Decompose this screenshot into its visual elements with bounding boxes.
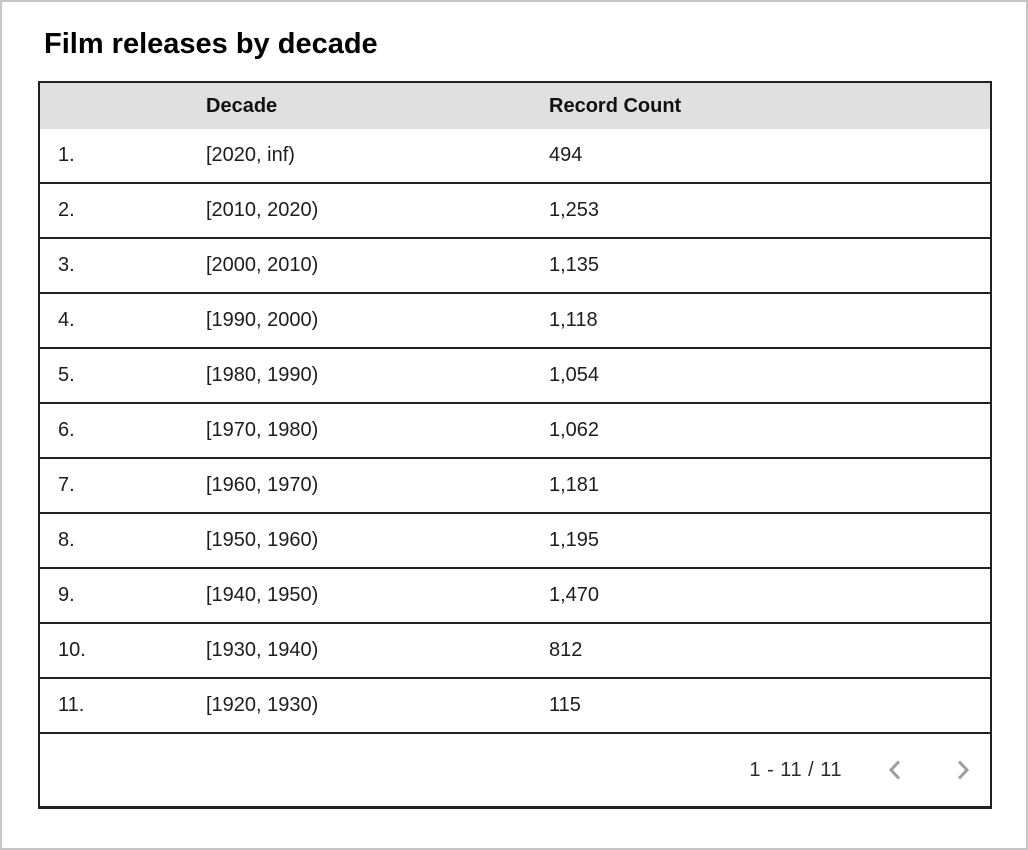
row-decade: [2020, inf): [188, 129, 531, 183]
table-header: Decade Record Count: [39, 82, 991, 129]
row-decade: [1960, 1970): [188, 457, 531, 513]
row-count: 494: [531, 129, 991, 183]
table-row: 5. [1980, 1990) 1,054: [39, 347, 991, 403]
row-decade: [1920, 1930): [188, 677, 531, 733]
row-index: 5.: [39, 347, 188, 403]
column-header-index: [39, 82, 188, 129]
table-footer: 1 - 11 / 11: [39, 732, 991, 808]
row-count: 1,253: [531, 182, 991, 238]
next-page-button[interactable]: [942, 746, 982, 794]
table-row: 2. [2010, 2020) 1,253: [39, 182, 991, 238]
chevron-right-icon: [949, 757, 975, 783]
row-decade: [1980, 1990): [188, 347, 531, 403]
table-row: 3. [2000, 2010) 1,135: [39, 237, 991, 293]
chevron-left-icon: [883, 757, 909, 783]
table-row: 11. [1920, 1930) 115: [39, 677, 991, 733]
table-row: 6. [1970, 1980) 1,062: [39, 402, 991, 458]
row-count: 1,118: [531, 292, 991, 348]
row-index: 3.: [39, 237, 188, 293]
row-count: 1,054: [531, 347, 991, 403]
header-row: Decade Record Count: [39, 82, 991, 129]
table-row: 1. [2020, inf) 494: [39, 129, 991, 183]
row-count: 1,195: [531, 512, 991, 568]
table-row: 10. [1930, 1940) 812: [39, 622, 991, 678]
row-index: 1.: [39, 129, 188, 183]
row-index: 10.: [39, 622, 188, 678]
decade-table: Decade Record Count 1. [2020, inf) 494 2…: [38, 81, 992, 809]
pagination-row: 1 - 11 / 11: [39, 732, 991, 808]
row-index: 7.: [39, 457, 188, 513]
table-body: 1. [2020, inf) 494 2. [2010, 2020) 1,253…: [39, 129, 991, 733]
row-count: 115: [531, 677, 991, 733]
column-header-decade[interactable]: Decade: [188, 82, 531, 129]
row-index: 9.: [39, 567, 188, 623]
row-count: 1,062: [531, 402, 991, 458]
row-decade: [2000, 2010): [188, 237, 531, 293]
row-count: 1,135: [531, 237, 991, 293]
row-index: 11.: [39, 677, 188, 733]
page-title: Film releases by decade: [44, 28, 378, 60]
row-decade: [1940, 1950): [188, 567, 531, 623]
row-decade: [1990, 2000): [188, 292, 531, 348]
pagination: 1 - 11 / 11: [40, 734, 990, 806]
row-decade: [1930, 1940): [188, 622, 531, 678]
row-index: 2.: [39, 182, 188, 238]
row-count: 1,181: [531, 457, 991, 513]
table-container: Decade Record Count 1. [2020, inf) 494 2…: [38, 81, 992, 809]
column-header-record-count[interactable]: Record Count: [531, 82, 991, 129]
row-decade: [1970, 1980): [188, 402, 531, 458]
row-count: 812: [531, 622, 991, 678]
row-decade: [2010, 2020): [188, 182, 531, 238]
previous-page-button[interactable]: [876, 746, 916, 794]
table-row: 4. [1990, 2000) 1,118: [39, 292, 991, 348]
table-row: 8. [1950, 1960) 1,195: [39, 512, 991, 568]
table-row: 7. [1960, 1970) 1,181: [39, 457, 991, 513]
row-decade: [1950, 1960): [188, 512, 531, 568]
row-index: 4.: [39, 292, 188, 348]
row-index: 6.: [39, 402, 188, 458]
row-index: 8.: [39, 512, 188, 568]
row-count: 1,470: [531, 567, 991, 623]
pagination-range-label: 1 - 11 / 11: [749, 758, 842, 781]
table-row: 9. [1940, 1950) 1,470: [39, 567, 991, 623]
